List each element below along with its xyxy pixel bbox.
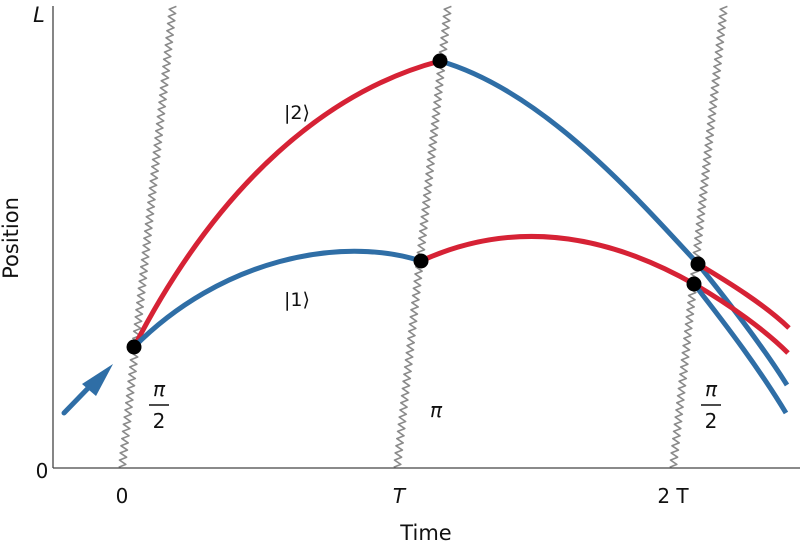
- node-recombine-upper: [690, 256, 706, 272]
- pulse-label-middle: π: [430, 398, 443, 422]
- y-tick-zero: 0: [36, 459, 49, 483]
- node-mirror-lower: [413, 253, 429, 269]
- x-axis-title: Time: [399, 521, 451, 545]
- lower-return-red: [419, 233, 696, 287]
- upper-arm-red: [131, 58, 441, 349]
- laser-pulse-first: [118, 5, 177, 468]
- state-label-upper: |2⟩: [284, 102, 310, 124]
- x-tick-2T: 2 T: [657, 484, 689, 508]
- upper-return-blue: [439, 58, 700, 266]
- output-red-1: [696, 261, 791, 330]
- laser-pulse-middle: [393, 5, 452, 468]
- pulse-last-numerator: π: [705, 377, 718, 401]
- pulse-last-denominator: 2: [705, 409, 718, 433]
- output-red-2: [692, 281, 790, 355]
- pulse-label-first: π 2: [149, 377, 169, 433]
- pulse-first-numerator: π: [153, 377, 166, 401]
- pulse-first-denominator: 2: [153, 409, 166, 433]
- node-recombine-lower: [686, 276, 702, 292]
- trajectories: [61, 58, 791, 416]
- incoming-arrow: [82, 364, 113, 396]
- output-blue-1: [696, 262, 790, 387]
- y-tick-top: L: [33, 3, 45, 27]
- y-axis-title: Position: [0, 197, 23, 279]
- laser-pulse-last: [669, 5, 728, 468]
- x-tick-T: T: [393, 484, 407, 508]
- node-split: [126, 339, 142, 355]
- interaction-points: [126, 53, 706, 355]
- laser-pulses: [118, 5, 728, 468]
- output-blue-2: [692, 282, 789, 415]
- node-mirror-upper: [432, 53, 448, 69]
- x-tick-zero: 0: [116, 484, 129, 508]
- state-label-lower: |1⟩: [284, 289, 310, 311]
- pulse-label-last: π 2: [701, 377, 721, 433]
- lower-arm-blue: [132, 248, 422, 349]
